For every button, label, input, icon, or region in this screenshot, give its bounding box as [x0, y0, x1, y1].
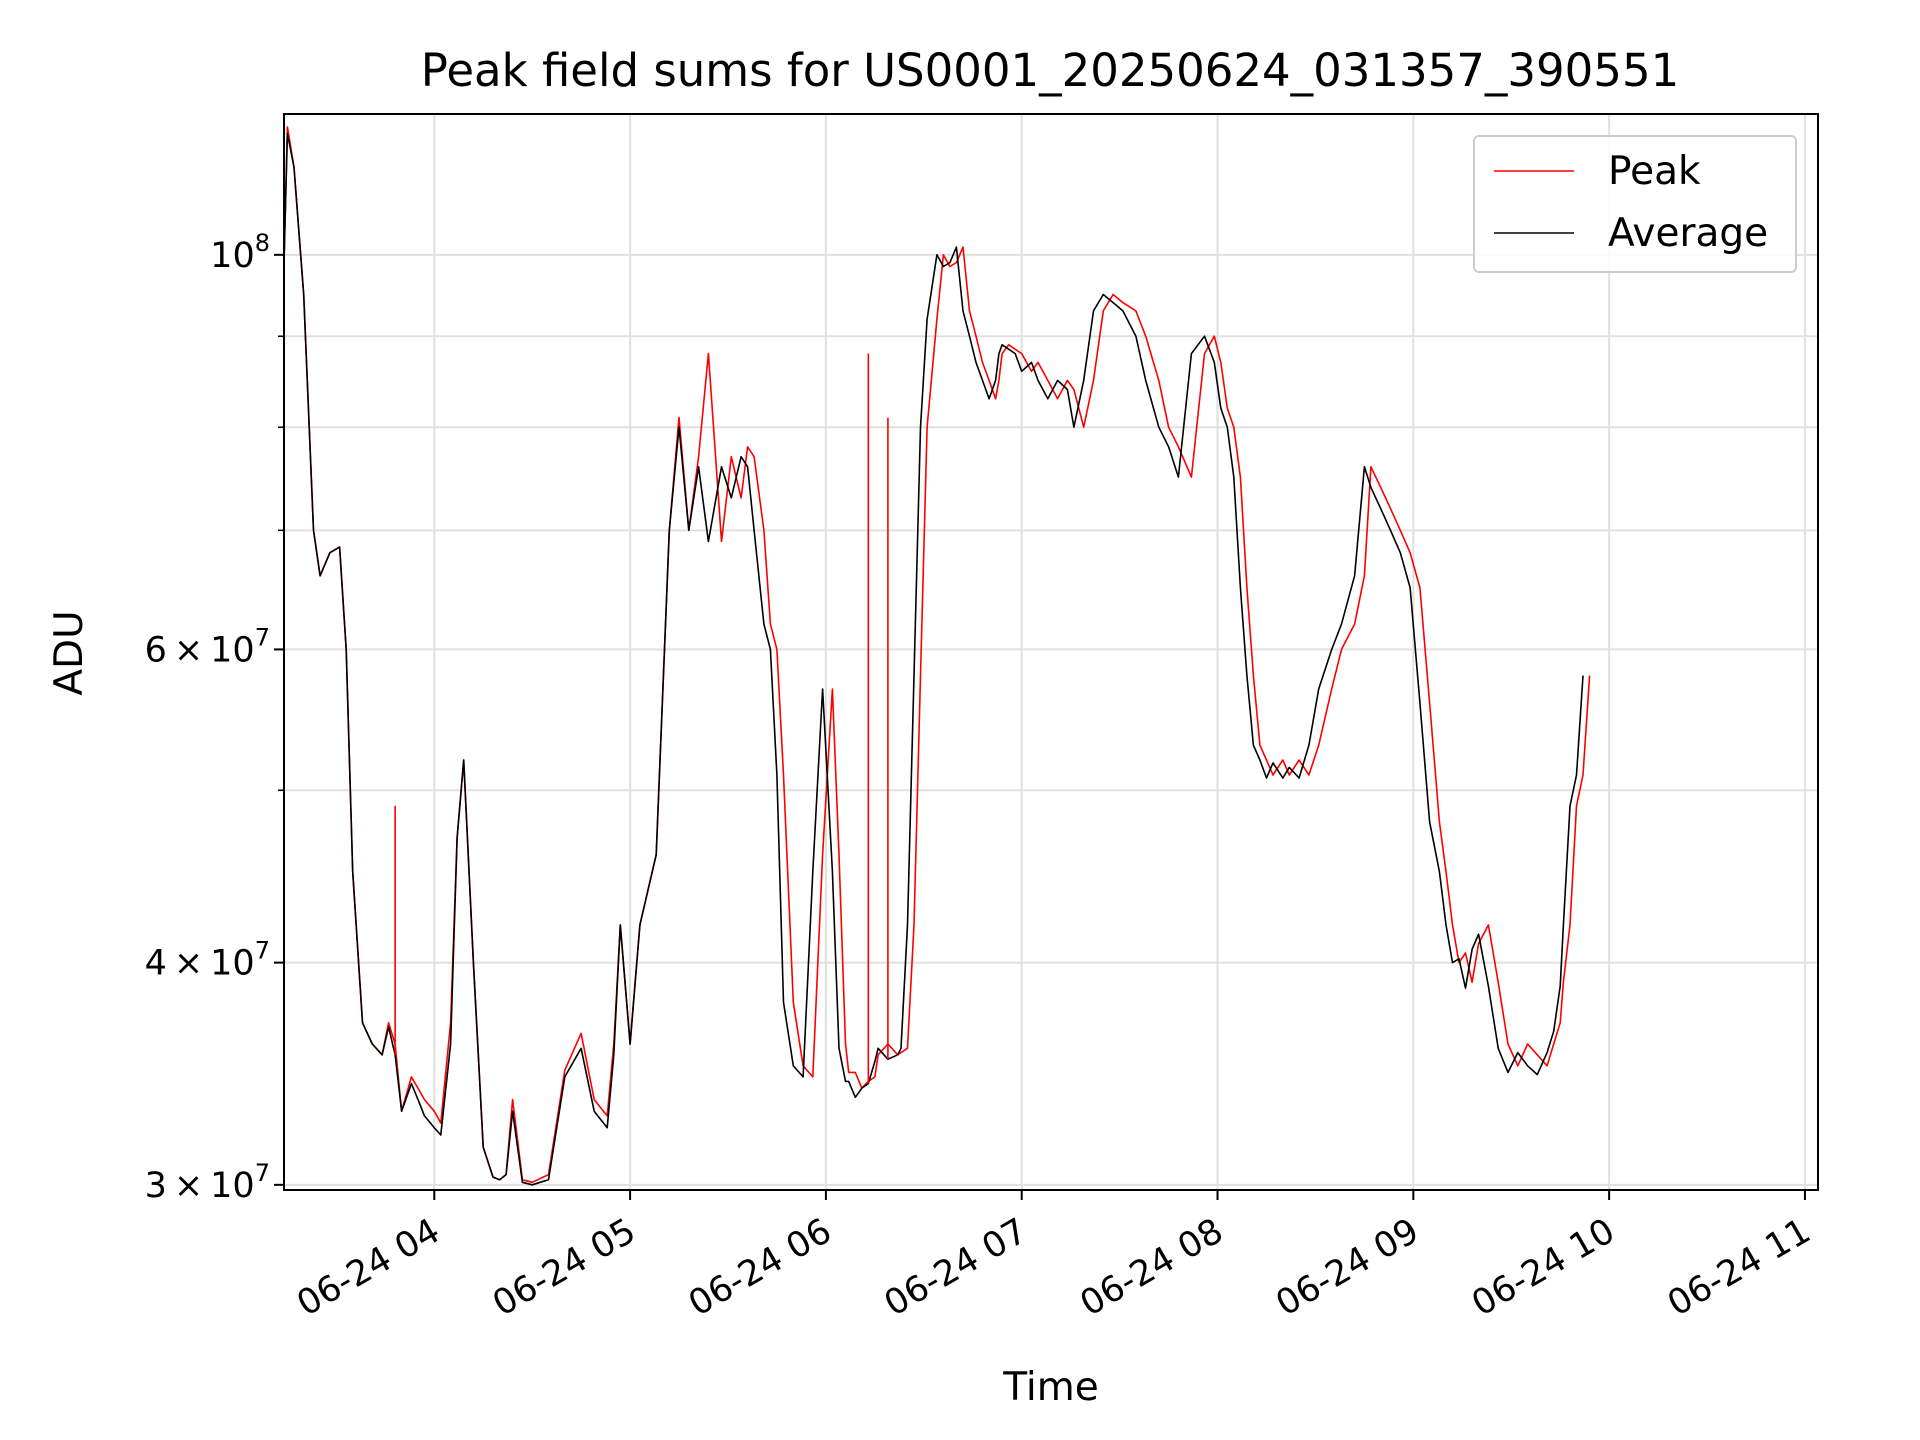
grid [284, 114, 1818, 1190]
legend-label-average: Average [1608, 211, 1768, 256]
y-axis-label: ADU [47, 610, 92, 695]
legend: Peak Average [1473, 135, 1797, 273]
plot-frame [283, 113, 1819, 1191]
y-tick-label: 6 × 107 [145, 623, 270, 670]
y-tick-label: 3 × 107 [145, 1159, 270, 1206]
x-axis-label: Time [1002, 1365, 1098, 1410]
y-tick-label: 4 × 107 [145, 937, 270, 984]
legend-label-peak: Peak [1608, 149, 1701, 194]
series-line-average [284, 132, 1584, 1186]
series-group [284, 126, 1591, 1186]
chart-title: Peak field sums for US0001_20250624_0313… [421, 44, 1679, 97]
legend-box [1473, 135, 1797, 273]
y-tick-label: 108 [210, 229, 270, 276]
series-layer [284, 126, 1591, 1186]
y-axis-ticks: 3 × 107 4 × 107 6 × 107 108 [145, 229, 284, 1206]
